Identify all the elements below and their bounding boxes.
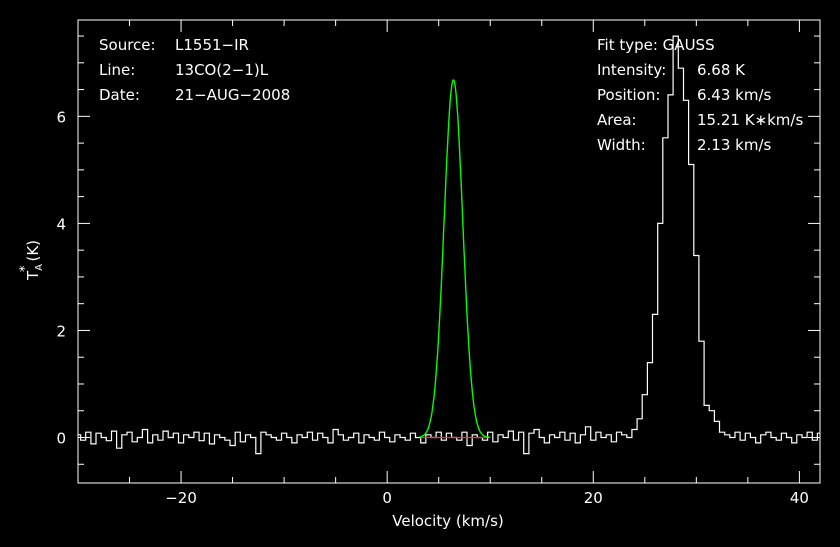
y-tick-label: 4 xyxy=(56,215,66,233)
x-tick-label: 0 xyxy=(382,489,392,507)
info-left-key: Date: xyxy=(99,86,140,104)
info-left-value: 13CO(2−1)L xyxy=(175,61,269,79)
info-right-value: 2.13 km/s xyxy=(697,136,772,154)
info-right-key: Width: xyxy=(597,136,646,154)
spectrum-line xyxy=(78,35,820,455)
x-tick-label: −20 xyxy=(165,489,197,507)
x-tick-label: 40 xyxy=(790,489,809,507)
info-right-value: 6.68 K xyxy=(697,61,746,79)
info-right-value: 6.43 km/s xyxy=(697,86,772,104)
info-right-key: Position: xyxy=(597,86,660,104)
y-axis-label: TA* (K) xyxy=(18,240,45,281)
x-tick-label: 20 xyxy=(584,489,603,507)
y-axis-label-sub: A xyxy=(34,264,45,271)
info-right-value: 15.21 K∗km/s xyxy=(697,111,803,129)
y-axis-label-unit: (K) xyxy=(24,240,42,262)
y-axis-label-main: T xyxy=(24,270,42,281)
x-axis-label: Velocity (km/s) xyxy=(392,512,503,530)
y-tick-label: 2 xyxy=(56,322,66,340)
gaussian-fit-line xyxy=(419,79,491,439)
y-tick-label: 6 xyxy=(56,108,66,126)
y-axis-label-sup: * xyxy=(18,265,33,272)
info-left-key: Source: xyxy=(99,36,156,54)
info-right-key: Area: xyxy=(597,111,637,129)
info-right-key: Intensity: xyxy=(597,61,666,79)
info-right-key: Fit type: GAUSS xyxy=(597,36,715,54)
info-left-key: Line: xyxy=(99,61,135,79)
plot-frame xyxy=(77,19,821,484)
info-left-value: L1551−IR xyxy=(175,36,249,54)
y-tick-label: 0 xyxy=(56,430,66,448)
info-left-value: 21−AUG−2008 xyxy=(175,86,290,104)
